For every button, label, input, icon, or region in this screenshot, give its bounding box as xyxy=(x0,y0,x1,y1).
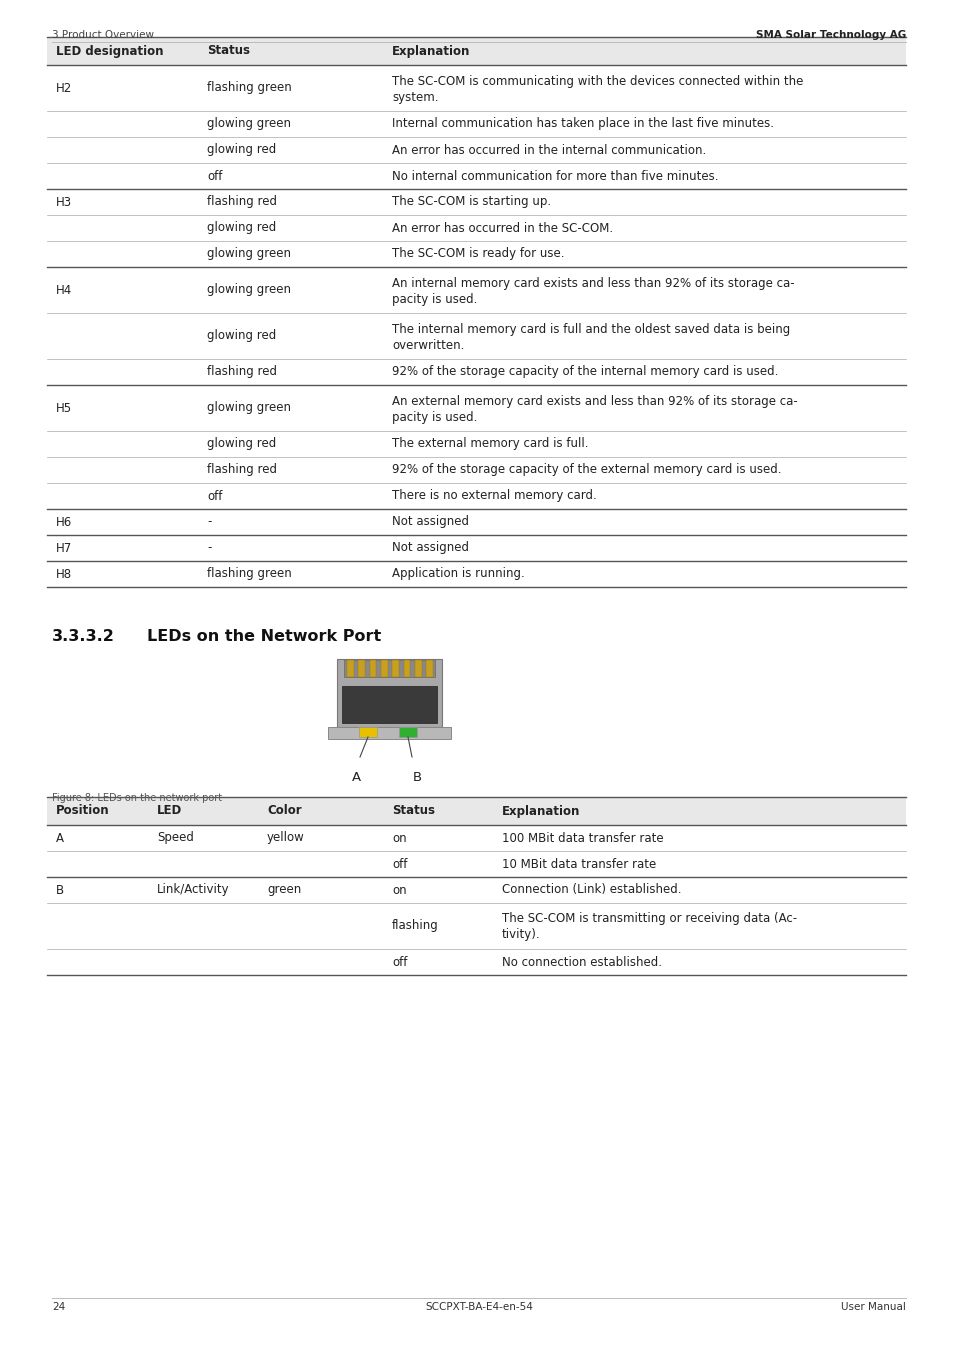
Text: H6: H6 xyxy=(56,516,72,528)
Text: No internal communication for more than five minutes.: No internal communication for more than … xyxy=(392,170,718,182)
Text: glowing green: glowing green xyxy=(207,117,291,131)
Text: glowing red: glowing red xyxy=(207,143,276,157)
Text: glowing green: glowing green xyxy=(207,284,291,297)
Text: Internal communication has taken place in the last five minutes.: Internal communication has taken place i… xyxy=(392,117,773,131)
Text: tivity).: tivity). xyxy=(501,927,540,941)
Text: off: off xyxy=(392,857,407,871)
Text: B: B xyxy=(56,883,64,896)
Bar xyxy=(403,660,410,676)
Bar xyxy=(346,660,354,676)
Text: The SC-COM is communicating with the devices connected within the: The SC-COM is communicating with the dev… xyxy=(392,76,802,88)
Bar xyxy=(398,728,416,737)
Text: LED: LED xyxy=(157,805,182,818)
Bar xyxy=(342,686,437,724)
Text: on: on xyxy=(392,883,406,896)
Bar xyxy=(328,728,451,738)
Text: Connection (Link) established.: Connection (Link) established. xyxy=(501,883,680,896)
Text: flashing red: flashing red xyxy=(207,463,276,477)
Text: H8: H8 xyxy=(56,567,72,580)
Text: Speed: Speed xyxy=(157,832,193,845)
Text: 24: 24 xyxy=(52,1301,65,1312)
Text: glowing green: glowing green xyxy=(207,247,291,261)
Text: The SC-COM is transmitting or receiving data (Ac-: The SC-COM is transmitting or receiving … xyxy=(501,913,797,925)
Text: glowing red: glowing red xyxy=(207,437,276,451)
Text: 10 MBit data transfer rate: 10 MBit data transfer rate xyxy=(501,857,656,871)
Text: Not assigned: Not assigned xyxy=(392,541,469,555)
Bar xyxy=(344,660,435,676)
Text: Application is running.: Application is running. xyxy=(392,567,524,580)
Text: Position: Position xyxy=(56,805,110,818)
Bar xyxy=(392,660,398,676)
Text: flashing green: flashing green xyxy=(207,81,292,95)
Bar xyxy=(369,660,375,676)
Text: A: A xyxy=(56,832,64,845)
Text: flashing green: flashing green xyxy=(207,567,292,580)
Text: 92% of the storage capacity of the internal memory card is used.: 92% of the storage capacity of the inter… xyxy=(392,366,778,378)
Text: Color: Color xyxy=(267,805,301,818)
Text: 3 Product Overview: 3 Product Overview xyxy=(52,30,153,40)
Text: glowing green: glowing green xyxy=(207,401,291,414)
Text: SCCPXT-BA-E4-en-54: SCCPXT-BA-E4-en-54 xyxy=(425,1301,533,1312)
Bar xyxy=(415,660,421,676)
Text: flashing red: flashing red xyxy=(207,366,276,378)
Text: Not assigned: Not assigned xyxy=(392,516,469,528)
Text: H7: H7 xyxy=(56,541,72,555)
Bar xyxy=(337,659,442,728)
Text: on: on xyxy=(392,832,406,845)
Text: yellow: yellow xyxy=(267,832,304,845)
Text: overwritten.: overwritten. xyxy=(392,339,464,352)
Text: An error has occurred in the SC-COM.: An error has occurred in the SC-COM. xyxy=(392,221,613,235)
Text: B: B xyxy=(413,771,421,784)
Text: pacity is used.: pacity is used. xyxy=(392,293,476,306)
Text: glowing red: glowing red xyxy=(207,329,276,343)
Text: The SC-COM is ready for use.: The SC-COM is ready for use. xyxy=(392,247,564,261)
Text: LEDs on the Network Port: LEDs on the Network Port xyxy=(147,629,381,644)
Text: H4: H4 xyxy=(56,284,72,297)
Text: H5: H5 xyxy=(56,401,72,414)
Bar xyxy=(426,660,433,676)
Text: 92% of the storage capacity of the external memory card is used.: 92% of the storage capacity of the exter… xyxy=(392,463,781,477)
Text: flashing red: flashing red xyxy=(207,196,276,208)
Text: glowing red: glowing red xyxy=(207,221,276,235)
Text: SMA Solar Technology AG: SMA Solar Technology AG xyxy=(755,30,905,40)
Text: Figure 8: LEDs on the network port: Figure 8: LEDs on the network port xyxy=(52,792,222,803)
Text: H3: H3 xyxy=(56,196,72,208)
Text: Status: Status xyxy=(207,45,250,58)
Text: No connection established.: No connection established. xyxy=(501,956,661,968)
Text: An external memory card exists and less than 92% of its storage ca-: An external memory card exists and less … xyxy=(392,396,797,408)
Text: H2: H2 xyxy=(56,81,72,95)
Text: off: off xyxy=(207,170,222,182)
Text: Explanation: Explanation xyxy=(392,45,470,58)
Text: 3.3.3.2: 3.3.3.2 xyxy=(52,629,114,644)
Text: An internal memory card exists and less than 92% of its storage ca-: An internal memory card exists and less … xyxy=(392,277,794,290)
Text: 100 MBit data transfer rate: 100 MBit data transfer rate xyxy=(501,832,663,845)
Text: The external memory card is full.: The external memory card is full. xyxy=(392,437,588,451)
Text: system.: system. xyxy=(392,90,438,104)
Bar xyxy=(380,660,387,676)
Text: flashing: flashing xyxy=(392,919,438,933)
Text: green: green xyxy=(267,883,301,896)
Text: -: - xyxy=(207,516,212,528)
Bar xyxy=(358,728,376,737)
Text: A: A xyxy=(352,771,361,784)
Text: User Manual: User Manual xyxy=(841,1301,905,1312)
Text: There is no external memory card.: There is no external memory card. xyxy=(392,490,597,502)
Text: pacity is used.: pacity is used. xyxy=(392,410,476,424)
Text: LED designation: LED designation xyxy=(56,45,163,58)
Text: The SC-COM is starting up.: The SC-COM is starting up. xyxy=(392,196,551,208)
Text: Link/Activity: Link/Activity xyxy=(157,883,230,896)
Text: The internal memory card is full and the oldest saved data is being: The internal memory card is full and the… xyxy=(392,323,789,336)
Bar xyxy=(47,36,905,65)
Bar xyxy=(357,660,365,676)
Bar xyxy=(47,796,905,825)
Text: off: off xyxy=(392,956,407,968)
Text: off: off xyxy=(207,490,222,502)
Text: Explanation: Explanation xyxy=(501,805,579,818)
Text: -: - xyxy=(207,541,212,555)
Text: Status: Status xyxy=(392,805,435,818)
Text: An error has occurred in the internal communication.: An error has occurred in the internal co… xyxy=(392,143,705,157)
